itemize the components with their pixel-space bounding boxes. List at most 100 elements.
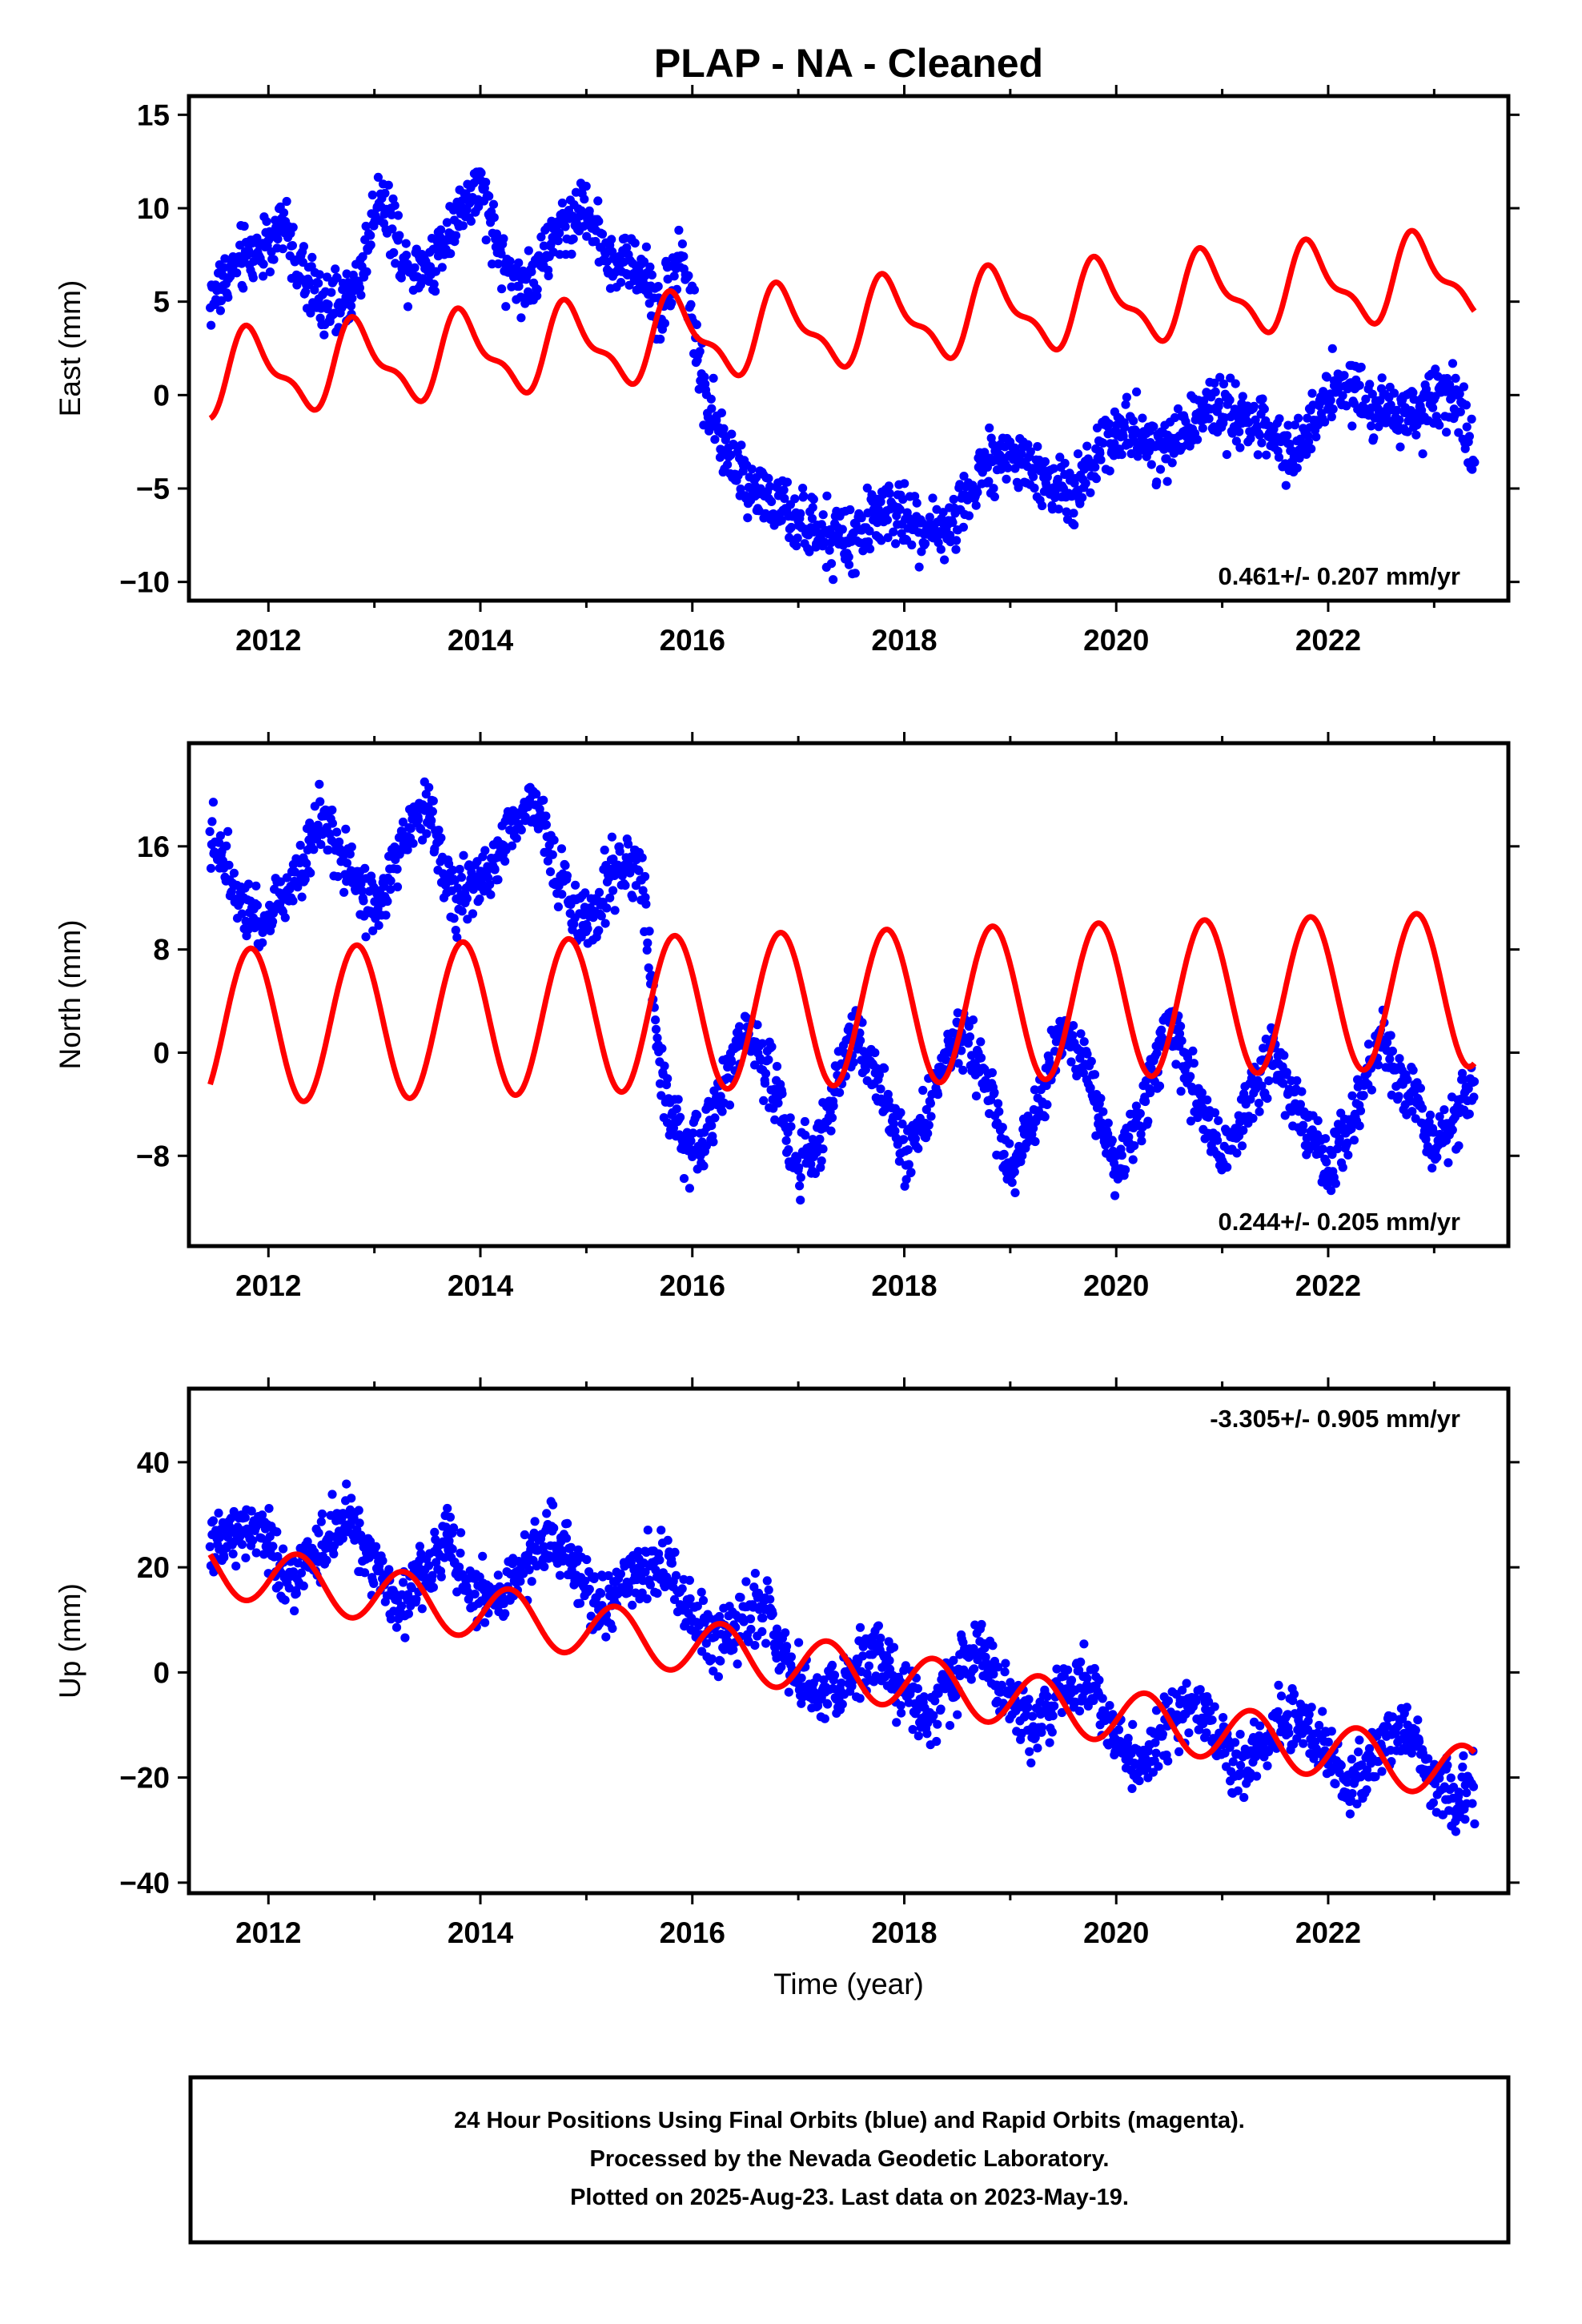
north-data-point bbox=[1464, 1109, 1474, 1119]
north-x-tick-label: 2020 bbox=[1083, 1269, 1149, 1302]
north-data-point bbox=[1415, 1084, 1425, 1093]
north-data-point bbox=[795, 1181, 805, 1191]
east-x-tick-label: 2012 bbox=[235, 624, 301, 657]
north-data-point bbox=[1425, 1110, 1435, 1120]
east-data-point bbox=[669, 271, 679, 281]
east-data-point bbox=[1211, 387, 1220, 396]
up-data-point bbox=[1045, 1738, 1054, 1747]
up-data-point bbox=[1000, 1667, 1010, 1677]
up-data-point bbox=[445, 1512, 456, 1522]
east-data-point bbox=[361, 221, 371, 231]
east-data-point bbox=[885, 489, 894, 498]
east-data-point bbox=[366, 240, 375, 250]
north-data-point bbox=[818, 1144, 828, 1154]
north-data-point bbox=[1136, 1129, 1146, 1139]
up-data-point bbox=[428, 1570, 437, 1580]
north-data-point bbox=[1321, 1134, 1331, 1144]
east-data-point bbox=[1010, 464, 1020, 473]
up-data-point bbox=[966, 1675, 976, 1684]
east-data-point bbox=[790, 494, 800, 504]
north-data-point bbox=[964, 1021, 974, 1031]
east-data-point bbox=[1389, 388, 1399, 398]
up-data-point bbox=[1283, 1710, 1293, 1719]
east-data-point bbox=[971, 501, 981, 510]
north-data-point bbox=[1257, 1081, 1267, 1091]
north-data-point bbox=[386, 876, 396, 886]
north-data-point bbox=[1259, 1043, 1268, 1053]
north-data-point bbox=[1395, 1054, 1404, 1063]
east-data-point bbox=[1253, 450, 1263, 460]
north-data-point bbox=[1459, 1075, 1468, 1084]
up-data-point bbox=[765, 1594, 775, 1604]
up-data-point bbox=[1178, 1686, 1187, 1695]
up-data-point bbox=[733, 1659, 742, 1669]
north-data-point bbox=[656, 1091, 666, 1100]
north-data-point bbox=[1075, 1053, 1085, 1063]
north-data-point bbox=[1331, 1179, 1340, 1188]
up-data-point bbox=[440, 1553, 449, 1562]
north-data-point bbox=[651, 1024, 661, 1034]
north-data-point bbox=[516, 825, 526, 834]
north-data-point bbox=[252, 900, 262, 910]
up-data-point bbox=[685, 1594, 695, 1603]
east-data-point bbox=[383, 180, 393, 190]
north-data-point bbox=[1373, 1060, 1383, 1070]
north-data-point bbox=[709, 1137, 718, 1147]
north-data-point bbox=[339, 851, 348, 861]
north-data-point bbox=[1338, 1163, 1347, 1172]
up-data-point bbox=[1066, 1675, 1077, 1685]
up-data-point bbox=[1090, 1663, 1099, 1674]
north-data-point bbox=[1421, 1135, 1431, 1144]
up-data-point bbox=[746, 1624, 756, 1634]
east-data-point bbox=[1047, 505, 1058, 514]
up-data-point bbox=[876, 1633, 885, 1643]
up-data-point bbox=[932, 1736, 942, 1747]
up-data-point bbox=[470, 1590, 480, 1599]
north-x-tick-label: 2012 bbox=[235, 1269, 301, 1302]
up-data-point bbox=[432, 1558, 441, 1567]
up-data-point bbox=[855, 1622, 865, 1632]
east-data-point bbox=[799, 491, 809, 501]
north-data-point bbox=[428, 806, 438, 817]
north-data-point bbox=[507, 841, 517, 850]
north-data-point bbox=[222, 841, 231, 850]
up-data-point bbox=[656, 1526, 666, 1535]
up-data-point bbox=[400, 1633, 410, 1642]
east-data-point bbox=[1017, 448, 1026, 459]
up-data-point bbox=[969, 1644, 978, 1654]
east-data-point bbox=[356, 291, 366, 300]
north-data-point bbox=[1417, 1104, 1427, 1113]
north-x-tick-label: 2014 bbox=[448, 1269, 514, 1302]
up-data-point bbox=[584, 1584, 594, 1594]
north-data-point bbox=[541, 811, 551, 821]
north-data-point bbox=[1385, 1054, 1395, 1063]
up-data-point bbox=[399, 1578, 408, 1587]
up-data-point bbox=[316, 1517, 326, 1526]
east-data-point bbox=[984, 476, 994, 486]
north-data-point bbox=[1359, 1091, 1368, 1100]
north-data-point bbox=[987, 1068, 997, 1078]
up-data-point bbox=[417, 1604, 427, 1614]
north-data-point bbox=[900, 1181, 909, 1191]
up-data-point bbox=[441, 1522, 451, 1532]
east-data-point bbox=[1132, 387, 1142, 396]
up-data-point bbox=[662, 1572, 672, 1582]
east-data-point bbox=[1204, 414, 1214, 424]
north-data-point bbox=[1432, 1152, 1442, 1162]
east-data-point bbox=[1421, 384, 1431, 394]
up-data-point bbox=[1151, 1706, 1162, 1715]
east-data-point bbox=[934, 538, 943, 548]
north-data-point bbox=[1427, 1164, 1437, 1173]
up-data-point bbox=[563, 1518, 572, 1528]
north-data-point bbox=[468, 909, 478, 919]
north-data-point bbox=[757, 1039, 767, 1048]
north-data-point bbox=[1137, 1136, 1146, 1146]
east-data-point bbox=[1428, 403, 1438, 412]
north-data-point bbox=[1076, 1029, 1086, 1039]
north-data-point bbox=[889, 1119, 898, 1128]
north-data-point bbox=[533, 824, 544, 834]
north-data-point bbox=[990, 1088, 999, 1097]
east-data-point bbox=[1418, 449, 1427, 459]
north-data-point bbox=[710, 1113, 720, 1123]
